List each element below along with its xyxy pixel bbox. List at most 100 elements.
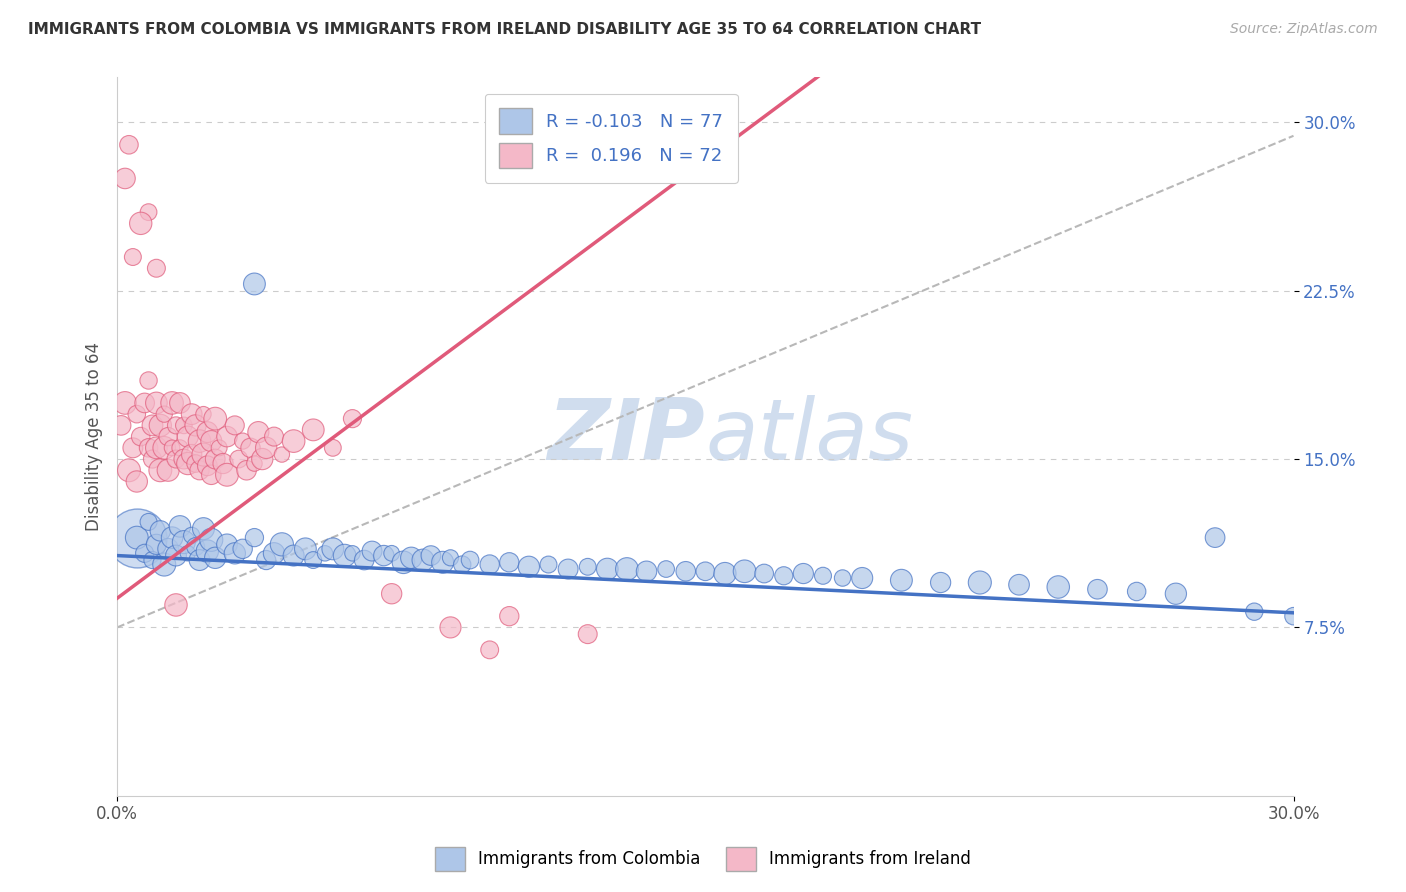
Point xyxy=(655,562,678,576)
Point xyxy=(224,546,246,560)
Point xyxy=(754,566,776,581)
Point xyxy=(138,515,160,529)
Point xyxy=(204,452,226,467)
Point xyxy=(141,418,163,433)
Point xyxy=(412,553,434,567)
Point xyxy=(537,558,560,572)
Text: IMMIGRANTS FROM COLOMBIA VS IMMIGRANTS FROM IRELAND DISABILITY AGE 35 TO 64 CORR: IMMIGRANTS FROM COLOMBIA VS IMMIGRANTS F… xyxy=(28,22,981,37)
Text: ZIP: ZIP xyxy=(548,395,706,478)
Point xyxy=(157,429,180,443)
Point xyxy=(734,564,756,578)
Point xyxy=(270,537,292,551)
Point xyxy=(252,452,274,467)
Point xyxy=(247,425,270,439)
Point xyxy=(165,418,187,433)
Point xyxy=(134,546,156,560)
Point xyxy=(141,553,163,567)
Point xyxy=(153,407,176,421)
Point xyxy=(392,555,415,569)
Point xyxy=(498,555,520,569)
Point xyxy=(792,566,814,581)
Point xyxy=(342,546,364,560)
Point xyxy=(322,441,344,455)
Point xyxy=(200,467,222,482)
Point xyxy=(195,544,218,558)
Point xyxy=(478,643,501,657)
Legend: R = -0.103   N = 77, R =  0.196   N = 72: R = -0.103 N = 77, R = 0.196 N = 72 xyxy=(485,94,738,183)
Point xyxy=(184,540,207,554)
Point xyxy=(212,457,235,471)
Point xyxy=(165,549,187,563)
Point xyxy=(373,549,395,563)
Point xyxy=(122,441,145,455)
Point xyxy=(283,434,305,448)
Point xyxy=(302,553,325,567)
Point xyxy=(184,418,207,433)
Point xyxy=(381,587,404,601)
Point xyxy=(138,205,160,219)
Point xyxy=(149,418,172,433)
Y-axis label: Disability Age 35 to 64: Disability Age 35 to 64 xyxy=(86,343,103,531)
Text: Source: ZipAtlas.com: Source: ZipAtlas.com xyxy=(1230,22,1378,37)
Point xyxy=(695,564,717,578)
Point xyxy=(235,463,257,477)
Point xyxy=(188,463,211,477)
Point xyxy=(215,537,238,551)
Point xyxy=(184,457,207,471)
Point xyxy=(169,441,191,455)
Point xyxy=(153,558,176,572)
Point xyxy=(160,531,183,545)
Point xyxy=(200,434,222,448)
Point xyxy=(1243,605,1265,619)
Point xyxy=(138,441,160,455)
Point xyxy=(180,528,202,542)
Point xyxy=(215,467,238,482)
Point xyxy=(890,574,912,588)
Point xyxy=(173,535,195,549)
Point xyxy=(458,553,481,567)
Point xyxy=(232,541,254,556)
Point xyxy=(157,541,180,556)
Point xyxy=(419,549,441,563)
Point xyxy=(969,575,991,590)
Point xyxy=(177,429,200,443)
Point xyxy=(1282,609,1305,624)
Point xyxy=(353,553,375,567)
Point xyxy=(122,250,145,264)
Point xyxy=(118,137,141,152)
Point xyxy=(232,434,254,448)
Point xyxy=(129,216,152,230)
Point xyxy=(134,396,156,410)
Point xyxy=(451,558,474,572)
Point xyxy=(596,562,619,576)
Point xyxy=(208,441,231,455)
Point xyxy=(141,452,163,467)
Point xyxy=(180,407,202,421)
Point xyxy=(929,575,952,590)
Point xyxy=(1164,587,1187,601)
Point xyxy=(165,598,187,612)
Point xyxy=(254,441,277,455)
Point xyxy=(114,396,136,410)
Point xyxy=(851,571,873,585)
Point xyxy=(195,458,218,473)
Point xyxy=(498,609,520,624)
Point xyxy=(149,524,172,538)
Point xyxy=(342,411,364,425)
Point xyxy=(254,553,277,567)
Point xyxy=(322,541,344,556)
Point xyxy=(263,546,285,560)
Point xyxy=(125,531,148,545)
Point xyxy=(149,463,172,477)
Point xyxy=(243,531,266,545)
Point xyxy=(169,396,191,410)
Point xyxy=(270,448,292,462)
Point xyxy=(173,418,195,433)
Point xyxy=(193,407,215,421)
Point xyxy=(145,396,167,410)
Point xyxy=(215,429,238,443)
Point xyxy=(145,261,167,276)
Point xyxy=(193,522,215,536)
Point xyxy=(145,537,167,551)
Point xyxy=(1047,580,1070,594)
